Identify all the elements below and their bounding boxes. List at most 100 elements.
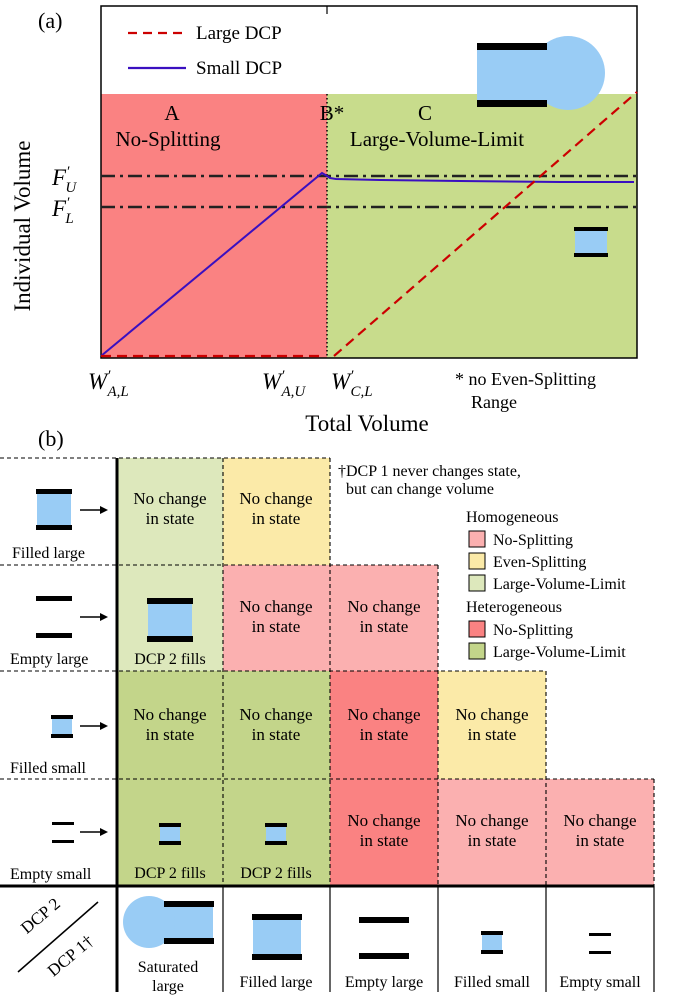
row-header-empty-small: Empty small — [10, 822, 108, 883]
empty-large-icon-bottom — [359, 953, 409, 959]
cell-r2-c1-text: DCP 2 fills — [134, 651, 205, 668]
row-label-empty-large: Empty large — [10, 651, 88, 668]
region-b-letter: B* — [320, 101, 345, 125]
cell-r3-c4-text: No change in state — [455, 705, 528, 744]
legend-label: Large-Volume-Limit — [493, 644, 626, 661]
row-header-empty-large: Empty large — [10, 596, 108, 668]
cell-r4-c5 — [546, 779, 654, 886]
filled-large-icon — [148, 603, 192, 637]
cell-r3-c1 — [117, 671, 223, 779]
legend-swatch — [468, 552, 486, 570]
cell-r3-c2 — [223, 671, 330, 779]
filled-small-icon — [266, 826, 286, 842]
col-header-empty-large: Empty large — [345, 917, 423, 991]
filled-small-icon — [52, 718, 72, 735]
cell-r4-c2-content: DCP 2 fills — [240, 823, 312, 882]
cell-r1-c1 — [117, 458, 223, 565]
axis-diagonal — [17, 901, 99, 973]
row-axis-label: DCP 2 — [17, 894, 64, 938]
empty-small-icon-bottom — [52, 840, 74, 843]
col-axis-label: DCP 1† — [44, 931, 97, 980]
col-label-filled-small: Filled small — [454, 974, 531, 991]
cell-r3-c3 — [330, 671, 438, 779]
panel-b-legend: Homogeneous No-Splitting Even-Splitting … — [466, 509, 626, 661]
empty-large-icon-top — [359, 917, 409, 923]
region-c-letter: C — [418, 101, 432, 125]
legend-label: No-Splitting — [493, 622, 573, 639]
empty-large-icon-bottom — [36, 633, 72, 638]
cell-r4-c2-text: DCP 2 fills — [240, 865, 311, 882]
col-label-empty-small: Empty small — [559, 974, 641, 991]
cell-r1-c2-text: No change in state — [239, 489, 312, 528]
large-dcp-line-rise — [333, 91, 638, 357]
small-dcp-curve — [100, 171, 634, 357]
filled-small-icon — [574, 227, 608, 257]
legend-swatch — [468, 642, 486, 660]
y-axis-label: Individual Volume — [10, 140, 35, 311]
col-label-saturated-large: Saturated large — [138, 959, 198, 995]
panel-b-label: (b) — [38, 426, 64, 451]
row-label-filled-small: Filled small — [10, 760, 87, 777]
plot-frame — [100, 5, 638, 359]
cell-r4-c5-text: No change in state — [563, 811, 636, 850]
cell-r1-c1-text: No change in state — [133, 489, 206, 528]
cell-r4-c3 — [330, 779, 438, 886]
empty-small-icon-bottom — [589, 951, 611, 954]
cell-texts: No change in state No change in state No c… — [133, 489, 636, 850]
panel-b-footnote-line1: †DCP 1 never changes state, — [338, 463, 521, 480]
filled-small-icon — [160, 826, 180, 842]
cell-r2-c3 — [330, 565, 438, 671]
saturated-large-icon — [477, 36, 605, 110]
col-header-saturated-large: Saturated large — [123, 896, 214, 995]
empty-small-icon-top — [52, 822, 74, 825]
region-c-name: Large-Volume-Limit — [350, 127, 524, 151]
legend-large-dcp-label: Large DCP — [196, 23, 282, 44]
panel-a-footnote-line2: Range — [471, 392, 517, 412]
empty-small-icon-top — [589, 933, 611, 936]
panel-b-footnote-line2: but can change volume — [346, 481, 494, 498]
cell-r4-c1-text: DCP 2 fills — [134, 865, 205, 882]
x-tick-wcl: W′ C,L — [331, 368, 373, 400]
legend-small-dcp-label: Small DCP — [196, 58, 282, 79]
legend-heterogeneous-title: Heterogeneous — [466, 599, 562, 616]
legend-homogeneous-title: Homogeneous — [466, 509, 558, 526]
row-label-filled-large: Filled large — [12, 545, 85, 562]
row-label-empty-small: Empty small — [10, 866, 92, 883]
col-header-filled-large: Filled large — [239, 914, 313, 991]
legend-swatch — [468, 620, 486, 638]
x-axis-label: Total Volume — [305, 411, 428, 436]
cell-r2-c1-content: DCP 2 fills — [134, 598, 206, 668]
cell-r3-c4 — [438, 671, 546, 779]
legend-label: Even-Splitting — [493, 554, 586, 571]
legend-swatch — [468, 574, 486, 592]
y-tick-fu: F′ U — [51, 164, 77, 196]
cell-r2-c3-text: No change in state — [347, 597, 420, 636]
region-a-name: No-Splitting — [115, 127, 221, 151]
filled-small-icon — [482, 934, 502, 951]
filled-large-icon — [37, 493, 71, 526]
cell-r3-c3-text: No change in state — [347, 705, 420, 744]
x-tick-wal: W′ A,L — [88, 368, 129, 400]
y-tick-fl: F′ L — [51, 195, 74, 227]
cell-r4-c3-text: No change in state — [347, 811, 420, 850]
col-header-filled-small: Filled small — [454, 931, 531, 991]
cell-r4-c1-content: DCP 2 fills — [134, 823, 206, 882]
panel-a-label: (a) — [38, 8, 62, 33]
row-header-filled-small: Filled small — [10, 715, 108, 777]
region-a-no-splitting — [101, 94, 327, 358]
col-label-filled-large: Filled large — [239, 974, 312, 991]
x-tick-wau: W′ A,U — [262, 368, 306, 400]
cell-r4-c4 — [438, 779, 546, 886]
cell-r2-c2 — [223, 565, 330, 671]
legend-label: No-Splitting — [493, 532, 573, 549]
legend-swatch — [468, 530, 486, 548]
bottom-header-dividers — [222, 886, 655, 992]
col-header-empty-small: Empty small — [559, 933, 641, 991]
col-label-empty-large: Empty large — [345, 974, 423, 991]
cell-r1-c2 — [223, 458, 330, 565]
row-header-filled-large: Filled large — [12, 489, 108, 562]
table-dashed-grid — [0, 457, 655, 886]
cell-r4-c4-text: No change in state — [455, 811, 528, 850]
empty-large-icon-top — [36, 596, 72, 601]
